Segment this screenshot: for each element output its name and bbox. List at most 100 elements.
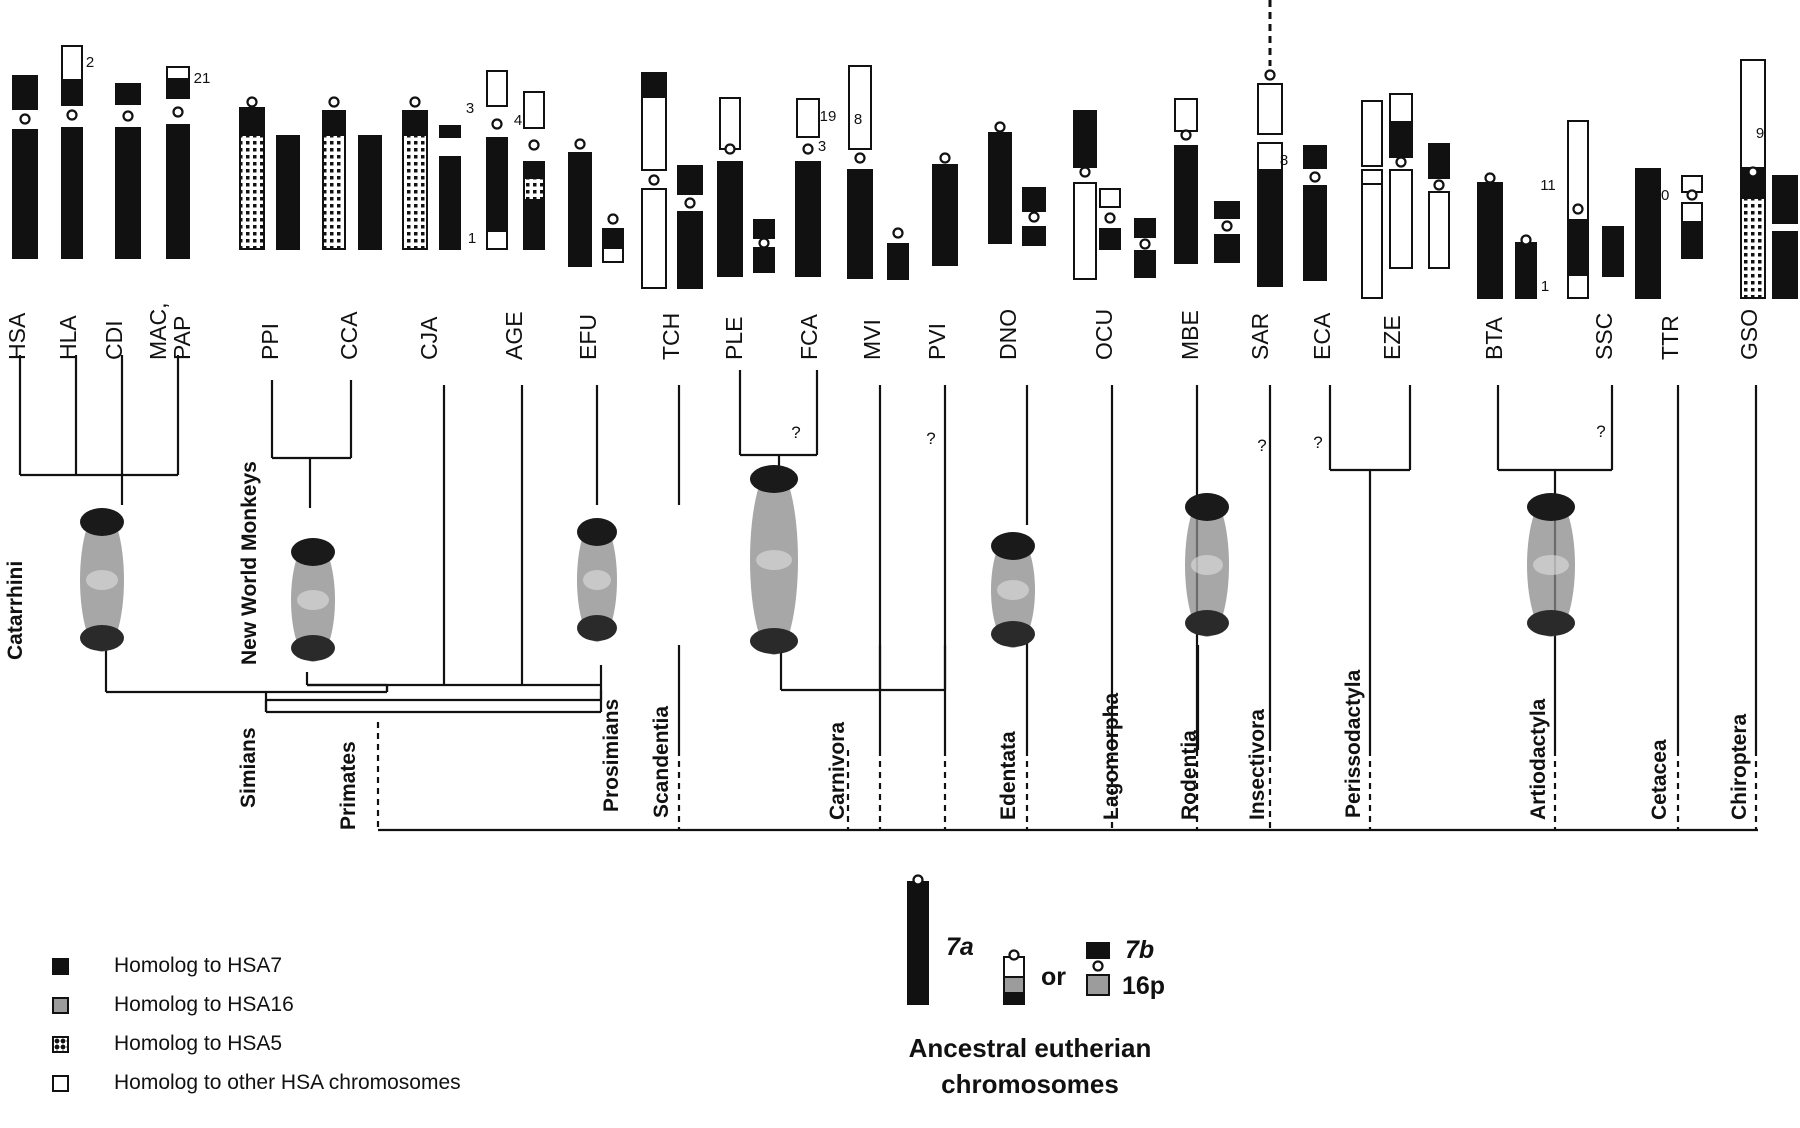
chromosome-segment <box>677 165 703 195</box>
chromosome <box>276 135 300 250</box>
clade-label-new-world-monkeys: New World Monkeys <box>238 461 261 665</box>
chromosome-segment <box>1428 143 1450 179</box>
chromosome <box>641 188 667 289</box>
centromere-icon <box>1309 171 1321 183</box>
species-label: PVI <box>924 323 950 360</box>
species-label: CJA <box>416 316 442 360</box>
chromosome-segment <box>795 161 821 277</box>
chromosome-segment <box>1086 974 1110 996</box>
fish-band <box>297 590 329 610</box>
species-label: ECA <box>1309 312 1335 360</box>
chromosome-segment <box>1681 221 1703 259</box>
chromosome-segment <box>486 137 508 232</box>
chromosome <box>1477 172 1503 299</box>
chromosome-segment <box>1003 992 1025 1005</box>
ancestral-chromosome-16 <box>1003 949 1025 1005</box>
chromosome <box>439 125 461 250</box>
chromosome-segment <box>753 247 775 273</box>
chromosome-segment <box>115 83 141 105</box>
chromosome-segment <box>1602 226 1624 277</box>
chromosome-segment <box>907 881 929 1005</box>
chromosome-segment <box>523 161 545 179</box>
chromosome <box>1028 211 1040 223</box>
centromere-icon <box>892 227 904 239</box>
centromere-icon <box>1092 960 1104 972</box>
chromosome-number: 1 <box>1541 278 1549 295</box>
fish-spread-image <box>1527 493 1575 637</box>
chromosome <box>1303 145 1327 281</box>
clade-label-lagomorpha: Lagomorpha <box>1100 693 1123 820</box>
chromosome-segment <box>1134 250 1156 278</box>
chromosome-segment <box>1740 197 1766 299</box>
chromosome-segment <box>322 110 346 136</box>
chromosome <box>523 91 545 250</box>
ancestral-chromosome-7b-16p <box>1086 942 1110 996</box>
centromere-icon <box>1139 238 1151 250</box>
fish-band <box>583 570 611 590</box>
chromosome-segment <box>1257 169 1283 287</box>
legend-item-hsa16: Homolog to HSA16 <box>52 987 294 1023</box>
chromosome <box>358 135 382 250</box>
chromosome-segment <box>239 134 265 250</box>
chromosome <box>1740 59 1766 299</box>
species-label: DNO <box>995 309 1021 360</box>
chromosome <box>409 96 421 108</box>
chromosome-number: 8 <box>854 111 862 128</box>
fish-band <box>291 538 335 566</box>
chromosome-segment <box>887 243 909 280</box>
species-label: HLA <box>55 315 81 360</box>
centromere-icon <box>1572 203 1584 215</box>
centromere-icon <box>172 106 184 118</box>
chromosome <box>1361 100 1383 299</box>
chromosome <box>12 75 38 259</box>
chromosome-segment <box>439 156 461 250</box>
clade-label-edentata: Edentata <box>997 731 1020 820</box>
chromosome-segment <box>1099 188 1121 208</box>
chromosome-segment <box>602 228 624 249</box>
clade-label-primates: Primates <box>337 741 360 830</box>
chromosome-segment <box>523 91 545 129</box>
clade-label-prosimians: Prosimians <box>600 699 623 812</box>
ancestral-chromosome-7a <box>907 874 929 1005</box>
question-mark: ? <box>1257 436 1266 455</box>
centromere-icon <box>994 121 1006 133</box>
centromere-icon <box>246 96 258 108</box>
centromere-icon <box>1747 166 1759 178</box>
chromosome <box>602 213 624 263</box>
chromosome <box>1772 175 1798 299</box>
legend-swatch-gray <box>52 996 69 1014</box>
chromosome-segment <box>1099 228 1121 250</box>
chromosome-number: 1 <box>468 230 476 247</box>
chromosome-segment <box>61 45 83 81</box>
chromosome-number: 19 <box>820 108 837 125</box>
chromosome-segment <box>1361 183 1383 299</box>
clade-label-simians: Simians <box>237 727 260 808</box>
species-label: PPI <box>257 323 283 360</box>
question-mark: ? <box>926 429 935 448</box>
chromosome-segment <box>641 188 667 289</box>
species-label: EZE <box>1379 315 1405 360</box>
chromosome <box>1221 220 1233 232</box>
chromosome-segment <box>1214 201 1240 219</box>
species-label: MBE <box>1177 310 1203 360</box>
centromere-icon <box>912 874 924 886</box>
chromosome-segment <box>276 135 300 250</box>
species-label: SAR <box>1247 313 1273 360</box>
chromosome <box>1073 110 1097 280</box>
question-mark: ? <box>1313 433 1322 452</box>
clade-label-rodentia: Rodentia <box>1178 730 1201 820</box>
chromosome <box>641 72 667 171</box>
chromosome-segment <box>568 152 592 267</box>
chromosome-segment <box>486 70 508 107</box>
fish-band <box>1527 610 1575 636</box>
legend-item-other: Homolog to other HSA chromosomes <box>52 1065 461 1101</box>
legend-label: Homolog to HSA7 <box>114 954 283 977</box>
chromosome-segment <box>523 177 545 201</box>
chromosome-number: 21 <box>194 70 211 87</box>
chromosome-segment <box>486 230 508 250</box>
fish-band <box>1527 493 1575 521</box>
centromere-icon <box>19 113 31 125</box>
fish-spread-image <box>80 508 124 652</box>
chromosome-segment <box>1022 226 1046 246</box>
